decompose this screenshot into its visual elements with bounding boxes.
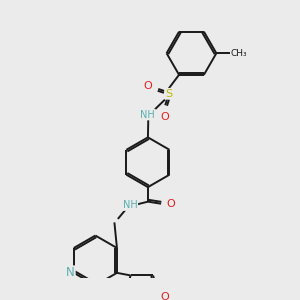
Text: O: O	[161, 292, 170, 300]
Text: O: O	[161, 112, 170, 122]
Text: N: N	[66, 266, 75, 279]
Text: CH₃: CH₃	[231, 49, 247, 58]
Text: O: O	[167, 200, 175, 209]
Text: O: O	[144, 81, 152, 91]
Text: NH: NH	[140, 110, 155, 119]
Text: S: S	[165, 89, 172, 99]
Text: NH: NH	[123, 200, 137, 210]
